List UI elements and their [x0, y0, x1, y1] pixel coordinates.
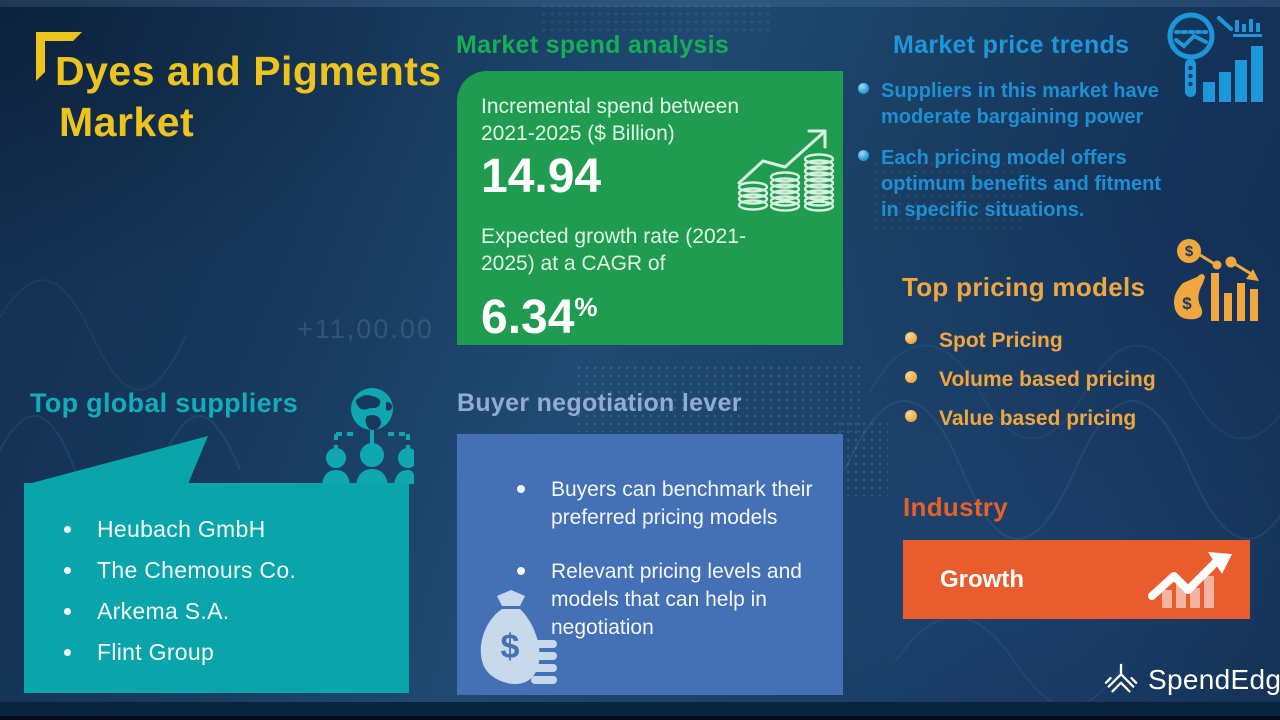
supplier-name: The Chemours Co.	[97, 557, 297, 583]
list-item: The Chemours Co.	[64, 550, 389, 591]
list-item: Spot Pricing	[905, 330, 1156, 352]
pricing-models-list: Spot Pricing Volume based pricing Value …	[905, 330, 1156, 447]
svg-text:$: $	[1182, 294, 1192, 313]
top-accent-strip	[0, 0, 1280, 7]
industry-panel: Growth	[903, 540, 1250, 619]
bottom-baseline	[0, 716, 1280, 720]
price-trends-bullet: Suppliers in this market have moderate b…	[881, 80, 1159, 128]
list-item: Arkema S.A.	[64, 591, 389, 632]
brand-logo: SpendEdge TM	[1102, 662, 1280, 698]
list-item: Volume based pricing	[905, 369, 1156, 391]
bullet-dot-icon	[858, 83, 869, 94]
list-item: Each pricing model offers optimum benefi…	[858, 145, 1188, 223]
pricing-model-item: Volume based pricing	[939, 368, 1156, 391]
bullet-dot-icon	[517, 485, 525, 493]
suppliers-globe-icon	[322, 388, 414, 484]
pricing-model-item: Value based pricing	[939, 407, 1137, 430]
svg-text:$: $	[1185, 243, 1194, 260]
title-corner-bracket	[36, 32, 82, 81]
suppliers-heading: Top global suppliers	[30, 388, 299, 418]
price-trends-icon	[1167, 12, 1263, 102]
growth-arrow-icon	[1148, 552, 1232, 608]
list-item: Buyers can benchmark their preferred pri…	[517, 476, 823, 532]
industry-heading: Industry	[903, 492, 1008, 522]
pricing-model-item: Spot Pricing	[939, 329, 1063, 352]
market-spend-panel: Incremental spend between 2021-2025 ($ B…	[457, 71, 843, 345]
bullet-dot-icon	[858, 150, 869, 161]
price-trends-heading: Market price trends	[893, 31, 1130, 59]
negotiation-heading: Buyer negotiation lever	[457, 389, 742, 417]
pricing-models-heading: Top pricing models	[902, 272, 1146, 302]
supplier-name: Flint Group	[97, 639, 215, 665]
background-ticker-watermark: +11,00.00	[297, 314, 434, 344]
bullet-dot-icon	[64, 567, 71, 574]
page-title: Dyes and Pigments Market	[55, 46, 442, 148]
list-item: Value based pricing	[905, 408, 1156, 430]
halftone-dots-patch	[836, 420, 888, 496]
negotiation-bullet: Buyers can benchmark their preferred pri…	[551, 478, 813, 529]
supplier-name: Arkema S.A.	[97, 598, 230, 624]
bullet-dot-icon	[64, 649, 71, 656]
growth-rate-value: 6.34%	[481, 281, 819, 344]
growth-rate-percent-sign: %	[574, 292, 598, 322]
supplier-name: Heubach GmbH	[97, 516, 266, 542]
price-trends-bullet: Each pricing model offers optimum benefi…	[881, 147, 1161, 221]
negotiation-panel: Buyers can benchmark their preferred pri…	[457, 434, 843, 695]
market-spend-heading: Market spend analysis	[456, 31, 730, 59]
suppliers-bubble-tail	[28, 436, 208, 484]
bullet-dot-icon	[64, 526, 71, 533]
list-item: Heubach GmbH	[64, 509, 389, 550]
spendedge-logo-icon	[1104, 663, 1138, 693]
pricing-models-icon: $ $	[1174, 239, 1259, 321]
list-item: Suppliers in this market have moderate b…	[858, 78, 1188, 130]
negotiation-bullet: Relevant pricing levels and models that …	[551, 560, 802, 639]
coins-growth-icon	[737, 129, 835, 212]
bullet-dot-icon	[905, 332, 917, 344]
money-bag-icon: $	[480, 590, 557, 684]
industry-value: Growth	[940, 566, 1024, 593]
brand-name: SpendEdge	[1148, 664, 1280, 695]
svg-text:$: $	[501, 628, 520, 666]
page-title-line1: Dyes and Pigments	[55, 48, 442, 94]
price-trends-list: Suppliers in this market have moderate b…	[858, 78, 1188, 238]
list-item: Relevant pricing levels and models that …	[517, 558, 823, 642]
suppliers-panel: Heubach GmbH The Chemours Co. Arkema S.A…	[24, 483, 409, 693]
growth-rate-number: 6.34	[481, 291, 575, 344]
incremental-spend-value: 14.94	[481, 150, 602, 203]
bottom-bar	[0, 702, 1280, 717]
bullet-dot-icon	[64, 608, 71, 615]
bullet-dot-icon	[517, 567, 525, 575]
incremental-spend-label: Incremental spend between 2021-2025 ($ B…	[481, 95, 739, 145]
bullet-dot-icon	[905, 371, 917, 383]
growth-rate-label: Expected growth rate (2021-2025) at a CA…	[481, 225, 746, 275]
bullet-dot-icon	[905, 410, 917, 422]
page-title-line2: Market	[59, 99, 195, 145]
list-item: Flint Group	[64, 632, 389, 673]
